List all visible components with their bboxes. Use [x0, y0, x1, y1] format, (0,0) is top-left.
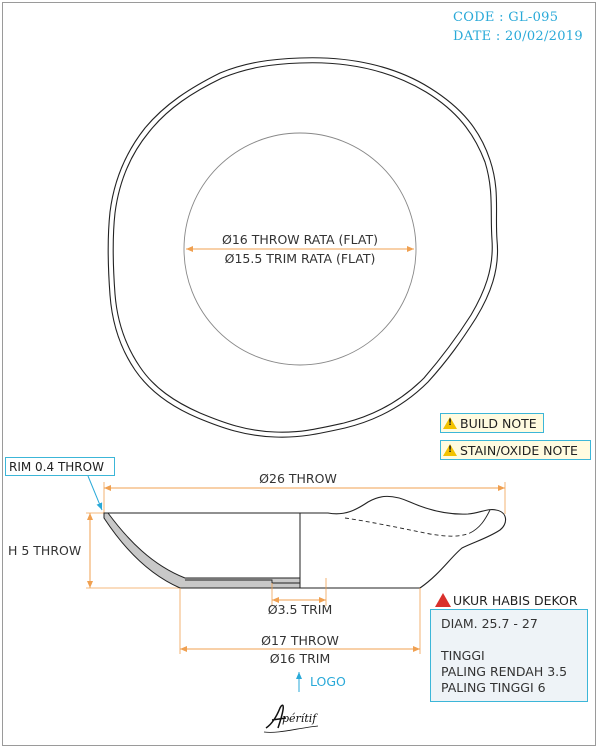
- build-note-button[interactable]: BUILD NOTE: [440, 413, 544, 433]
- overall-diameter-label: Ø26 THROW: [259, 471, 337, 486]
- spec-diameter: DIAM. 25.7 - 27: [441, 616, 538, 631]
- foot-trim-label: Ø3.5 TRIM: [268, 602, 332, 617]
- svg-text:pérítif: pérítif: [282, 712, 318, 725]
- spec-height-min: PALING RENDAH 3.5: [441, 664, 568, 679]
- logo-callout-label: LOGO: [310, 674, 346, 689]
- base-throw-label: Ø17 THROW: [261, 633, 339, 648]
- base-trim-label: Ø16 TRIM: [270, 651, 331, 666]
- top-view: Ø16 THROW RATA (FLAT) Ø15.5 TRIM RATA (F…: [107, 57, 499, 438]
- measurement-spec-box: DIAM. 25.7 - 27 TINGGI PALING RENDAH 3.5…: [430, 609, 588, 702]
- bowl-wall-section: [103, 512, 301, 589]
- aperitif-logo-mark: pérítif: [263, 704, 318, 733]
- product-code: CODE : GL-095: [453, 10, 559, 25]
- post-decoration-measure-title: UKUR HABIS DEKOR: [435, 591, 578, 608]
- warning-icon: [443, 444, 457, 456]
- section-view: Ø26 THROW H 5 THROW Ø3.5 TRIM: [8, 471, 507, 692]
- height-label: H 5 THROW: [8, 543, 81, 558]
- spec-height-max: PALING TINGGI 6: [441, 680, 546, 695]
- drawing-date: DATE : 20/02/2019: [453, 29, 583, 44]
- plate-outer-rim: [107, 57, 499, 438]
- flat-base-circle: [183, 132, 417, 366]
- warning-icon: [443, 417, 457, 429]
- spec-height-heading: TINGGI: [441, 648, 485, 663]
- alert-icon: [435, 593, 451, 607]
- stain-oxide-note-button[interactable]: STAIN/OXIDE NOTE: [440, 440, 591, 460]
- flat-trim-dimension: Ø15.5 TRIM RATA (FLAT): [225, 251, 376, 266]
- flat-throw-dimension: Ø16 THROW RATA (FLAT): [222, 232, 378, 247]
- bowl-exterior-profile: [300, 495, 507, 589]
- rim-thickness-label: RIM 0.4 THROW: [5, 457, 115, 476]
- plate-inner-rim: [112, 62, 493, 433]
- title-block: CODE : GL-095 DATE : 20/02/2019: [453, 8, 583, 46]
